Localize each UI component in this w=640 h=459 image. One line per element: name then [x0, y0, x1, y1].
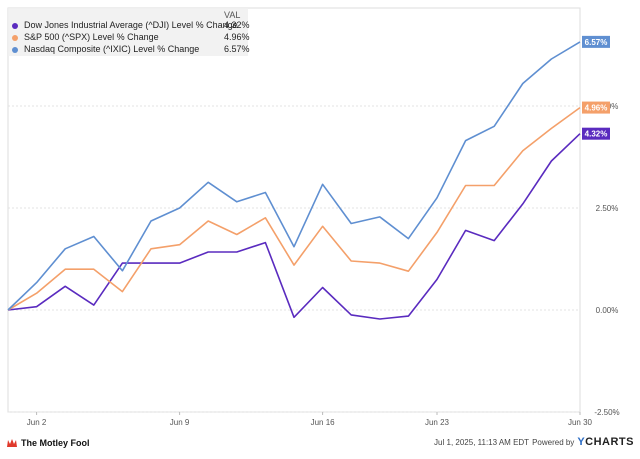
footer-credit: Jul 1, 2025, 11:13 AM EDT Powered by YCH… [434, 436, 634, 448]
brand-name: The Motley Fool [21, 438, 90, 448]
end-label-bg [582, 35, 610, 48]
legend-item-spx[interactable]: S&P 500 (^SPX) Level % Change 4.96% [12, 32, 250, 44]
legend-label: Dow Jones Industrial Average (^DJI) Leve… [24, 20, 238, 30]
end-label-text: 4.96% [585, 104, 608, 113]
y-tick-label: -2.50% [594, 408, 619, 417]
end-label-2: 6.57% [582, 35, 610, 48]
series-line-1[interactable] [7, 106, 581, 311]
y-tick-label: 2.50% [596, 204, 619, 213]
end-label-bg [582, 127, 610, 140]
end-label-text: 4.32% [585, 130, 608, 139]
x-tick-label: Jun 9 [170, 418, 190, 427]
series-line-2[interactable] [7, 41, 581, 311]
legend-value: 6.57% [224, 44, 250, 54]
x-tick-label: Jun 16 [311, 418, 336, 427]
legend-dot-icon [12, 47, 18, 53]
legend-header: VAL [224, 10, 241, 20]
plot-frame [7, 7, 581, 413]
motley-fool-logo: The Motley Fool [6, 438, 90, 448]
ycharts-logo[interactable]: YCHARTS [577, 436, 634, 448]
legend [8, 8, 248, 56]
series-line-0[interactable] [7, 133, 581, 320]
ycharts-logo-y: Y [577, 436, 586, 448]
series-lines [7, 41, 581, 320]
x-axis-ticks: Jun 2 Jun 9 Jun 16 Jun 23 Jun 30 [27, 412, 593, 427]
legend-value: 4.96% [224, 32, 250, 42]
x-tick-label: Jun 30 [568, 418, 593, 427]
legend-label: S&P 500 (^SPX) Level % Change [24, 32, 159, 42]
powered-by-label: Powered by [532, 437, 575, 447]
end-label-text: 6.57% [585, 38, 608, 47]
ycharts-logo-text: CHARTS [585, 436, 634, 448]
x-tick-label: Jun 23 [425, 418, 450, 427]
legend-item-dji[interactable]: Dow Jones Industrial Average (^DJI) Leve… [12, 20, 250, 32]
jester-hat-icon [6, 438, 18, 448]
x-tick-label: Jun 2 [27, 418, 47, 427]
legend-value: 4.32% [224, 20, 250, 30]
legend-dot-icon [12, 35, 18, 41]
end-value-labels: 4.32% 4.96% 6.57% [582, 35, 610, 140]
legend-item-ixic[interactable]: Nasdaq Composite (^IXIC) Level % Change … [12, 44, 250, 56]
legend-dot-icon [12, 23, 18, 29]
y-tick-label: 0.00% [596, 306, 619, 315]
timestamp: Jul 1, 2025, 11:13 AM EDT [434, 437, 530, 447]
end-label-bg [582, 101, 610, 114]
grid [7, 7, 581, 413]
legend-label: Nasdaq Composite (^IXIC) Level % Change [24, 44, 200, 54]
end-label-0: 4.32% [582, 127, 610, 140]
end-label-1: 4.96% [582, 101, 610, 114]
y-axis-ticks: -2.50%0.00%2.50%5.00% [594, 102, 619, 417]
